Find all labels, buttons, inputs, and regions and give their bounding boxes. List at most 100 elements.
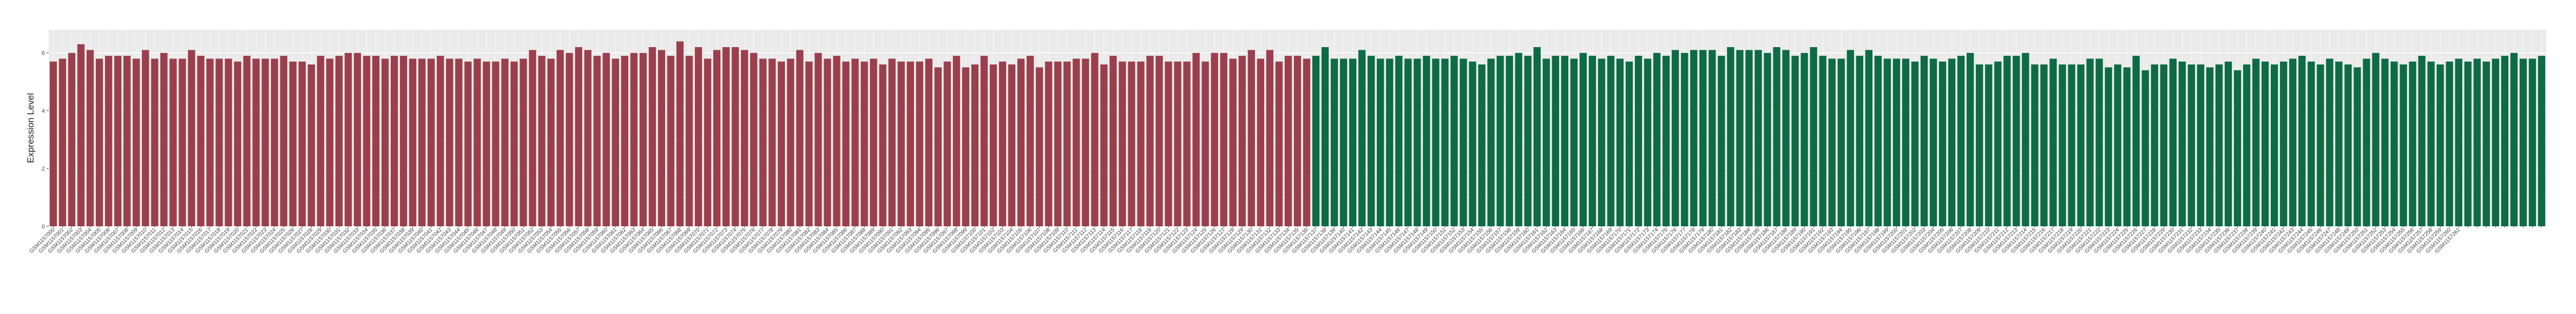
bar bbox=[2013, 56, 2020, 226]
bar bbox=[1368, 56, 1375, 226]
bar bbox=[335, 56, 343, 226]
bar bbox=[2215, 64, 2223, 226]
bar bbox=[169, 58, 177, 226]
bar bbox=[2372, 53, 2380, 227]
bar bbox=[2473, 58, 2481, 226]
bar bbox=[713, 50, 721, 227]
bar bbox=[1303, 58, 1311, 226]
bar bbox=[1487, 58, 1495, 226]
bar bbox=[2289, 58, 2297, 226]
bar bbox=[1607, 56, 1615, 226]
bar bbox=[1165, 61, 1172, 226]
bar bbox=[1441, 58, 1449, 226]
bar bbox=[105, 56, 113, 226]
bar bbox=[510, 61, 518, 226]
bar bbox=[2068, 64, 2075, 226]
y-tick-label: 6 bbox=[42, 50, 45, 57]
bar bbox=[234, 61, 241, 226]
bar bbox=[1330, 58, 1338, 226]
bar bbox=[298, 61, 306, 226]
bar bbox=[805, 61, 813, 226]
bar bbox=[2270, 64, 2278, 226]
bar bbox=[1027, 56, 1034, 226]
bar bbox=[390, 56, 398, 226]
bar bbox=[58, 58, 67, 226]
bar bbox=[732, 47, 739, 226]
bar bbox=[1358, 50, 1366, 227]
bar bbox=[1478, 64, 1486, 226]
bar bbox=[1672, 50, 1679, 227]
bar bbox=[428, 58, 435, 226]
bar bbox=[1155, 56, 1163, 226]
bar bbox=[1091, 53, 1099, 227]
bar bbox=[1386, 58, 1394, 226]
bar bbox=[722, 47, 730, 226]
bar bbox=[1819, 56, 1826, 226]
bar bbox=[1718, 56, 1725, 226]
bar bbox=[2233, 70, 2242, 227]
bar bbox=[1699, 50, 1707, 227]
y-tick-label: 4 bbox=[42, 108, 45, 114]
bar bbox=[1054, 61, 1062, 226]
bar bbox=[1681, 53, 1688, 227]
bar bbox=[307, 64, 315, 226]
bar bbox=[1284, 56, 1292, 226]
bar bbox=[2298, 56, 2306, 226]
bar bbox=[1469, 61, 1476, 226]
bar bbox=[1496, 56, 1504, 226]
bar bbox=[1561, 56, 1568, 226]
bar bbox=[446, 58, 454, 226]
bar bbox=[2187, 64, 2195, 226]
bar bbox=[400, 56, 408, 226]
bar bbox=[2151, 64, 2158, 226]
bar bbox=[49, 61, 57, 226]
bar bbox=[1395, 56, 1403, 226]
bar bbox=[1045, 61, 1053, 226]
bar bbox=[455, 58, 463, 226]
bar bbox=[1109, 56, 1117, 226]
bar bbox=[1450, 56, 1458, 226]
bar bbox=[114, 56, 122, 226]
bar bbox=[1533, 47, 1541, 226]
bar bbox=[464, 61, 472, 226]
bar bbox=[1211, 53, 1218, 227]
bar bbox=[160, 53, 168, 227]
bar bbox=[2169, 58, 2177, 226]
bar bbox=[243, 56, 251, 226]
bar bbox=[602, 53, 610, 227]
bars bbox=[49, 41, 2546, 227]
bar bbox=[2308, 61, 2315, 226]
bar bbox=[612, 58, 619, 226]
bar bbox=[971, 64, 979, 226]
bar bbox=[980, 56, 988, 226]
bar bbox=[1349, 58, 1357, 226]
bar bbox=[2141, 70, 2149, 227]
bar bbox=[1994, 61, 2002, 226]
bar bbox=[2409, 61, 2416, 226]
bar bbox=[197, 56, 205, 226]
bar bbox=[1662, 56, 1670, 226]
bar bbox=[2510, 53, 2518, 227]
bar bbox=[1856, 56, 1863, 226]
bar bbox=[704, 58, 712, 226]
bar bbox=[1976, 64, 1983, 226]
bar bbox=[1892, 58, 1901, 226]
bar bbox=[2252, 58, 2260, 226]
bar bbox=[215, 58, 223, 226]
bar bbox=[409, 58, 417, 226]
bar bbox=[2160, 64, 2167, 226]
bar bbox=[1542, 58, 1550, 226]
bar bbox=[2003, 56, 2011, 226]
bar bbox=[2344, 64, 2352, 226]
bar bbox=[1220, 53, 1227, 227]
bar bbox=[778, 61, 785, 226]
bar bbox=[2538, 56, 2546, 226]
bar bbox=[1837, 58, 1845, 226]
bar bbox=[1920, 56, 1928, 226]
bar bbox=[750, 53, 758, 227]
bar bbox=[1100, 64, 1108, 226]
bar bbox=[2031, 64, 2039, 226]
bar bbox=[658, 50, 666, 227]
bar bbox=[998, 61, 1007, 226]
